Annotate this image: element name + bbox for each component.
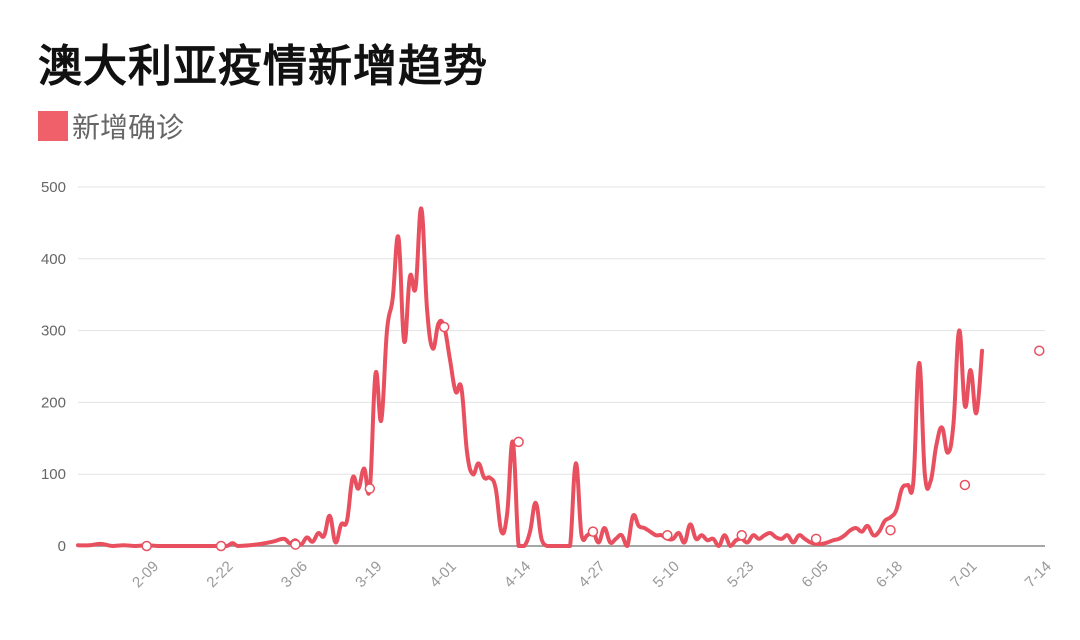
series-line — [76, 206, 985, 548]
x-tick-label: 3-19 — [352, 558, 385, 591]
data-point-marker — [290, 539, 301, 550]
marker-layer — [141, 321, 1045, 552]
data-point-marker — [587, 526, 599, 537]
data-point-marker — [662, 529, 673, 541]
y-tick-label: 300 — [41, 323, 66, 340]
x-tick-label: 7-01 — [947, 558, 980, 591]
grid-layer — [78, 186, 1045, 475]
x-tick-label: 3-06 — [278, 558, 311, 591]
x-tick-label: 5-10 — [650, 558, 683, 591]
legend[interactable]: 新增确诊 — [38, 106, 184, 146]
data-point-marker — [885, 524, 896, 536]
data-point-marker — [959, 479, 971, 491]
series-layer — [76, 206, 985, 548]
data-point-marker — [736, 529, 747, 541]
data-point-marker — [810, 533, 822, 545]
legend-swatch — [38, 111, 68, 141]
x-tick-label: 7-14 — [1022, 558, 1055, 591]
y-tick-label: 0 — [58, 538, 66, 555]
legend-label: 新增确诊 — [72, 111, 185, 144]
x-tick-label: 6-18 — [873, 558, 906, 591]
y-tick-label: 500 — [41, 179, 66, 196]
axis-layer: 0 100 200 300 400 500 2-09 2-22 3-06 3-19 4-01 4-14… — [41, 179, 1055, 591]
x-tick-label: 4-27 — [575, 558, 608, 591]
y-tick-label: 400 — [41, 251, 66, 268]
data-point-marker — [513, 436, 524, 448]
x-tick-label: 6-05 — [798, 558, 831, 591]
data-point-marker — [215, 540, 227, 552]
x-tick-label: 5-23 — [724, 558, 757, 591]
y-tick-label: 100 — [41, 466, 66, 483]
data-point-marker — [438, 321, 450, 333]
x-tick-label: 2-22 — [203, 558, 236, 591]
y-tick-label: 200 — [41, 394, 66, 411]
x-tick-label: 4-01 — [427, 558, 460, 591]
x-tick-label: 2-09 — [129, 558, 162, 591]
data-point-marker — [141, 540, 152, 552]
data-point-marker — [1034, 345, 1045, 356]
chart-title: 澳大利亚疫情新增趋势 — [38, 41, 488, 92]
x-tick-label: 4-14 — [501, 558, 534, 591]
data-point-marker — [364, 483, 376, 494]
